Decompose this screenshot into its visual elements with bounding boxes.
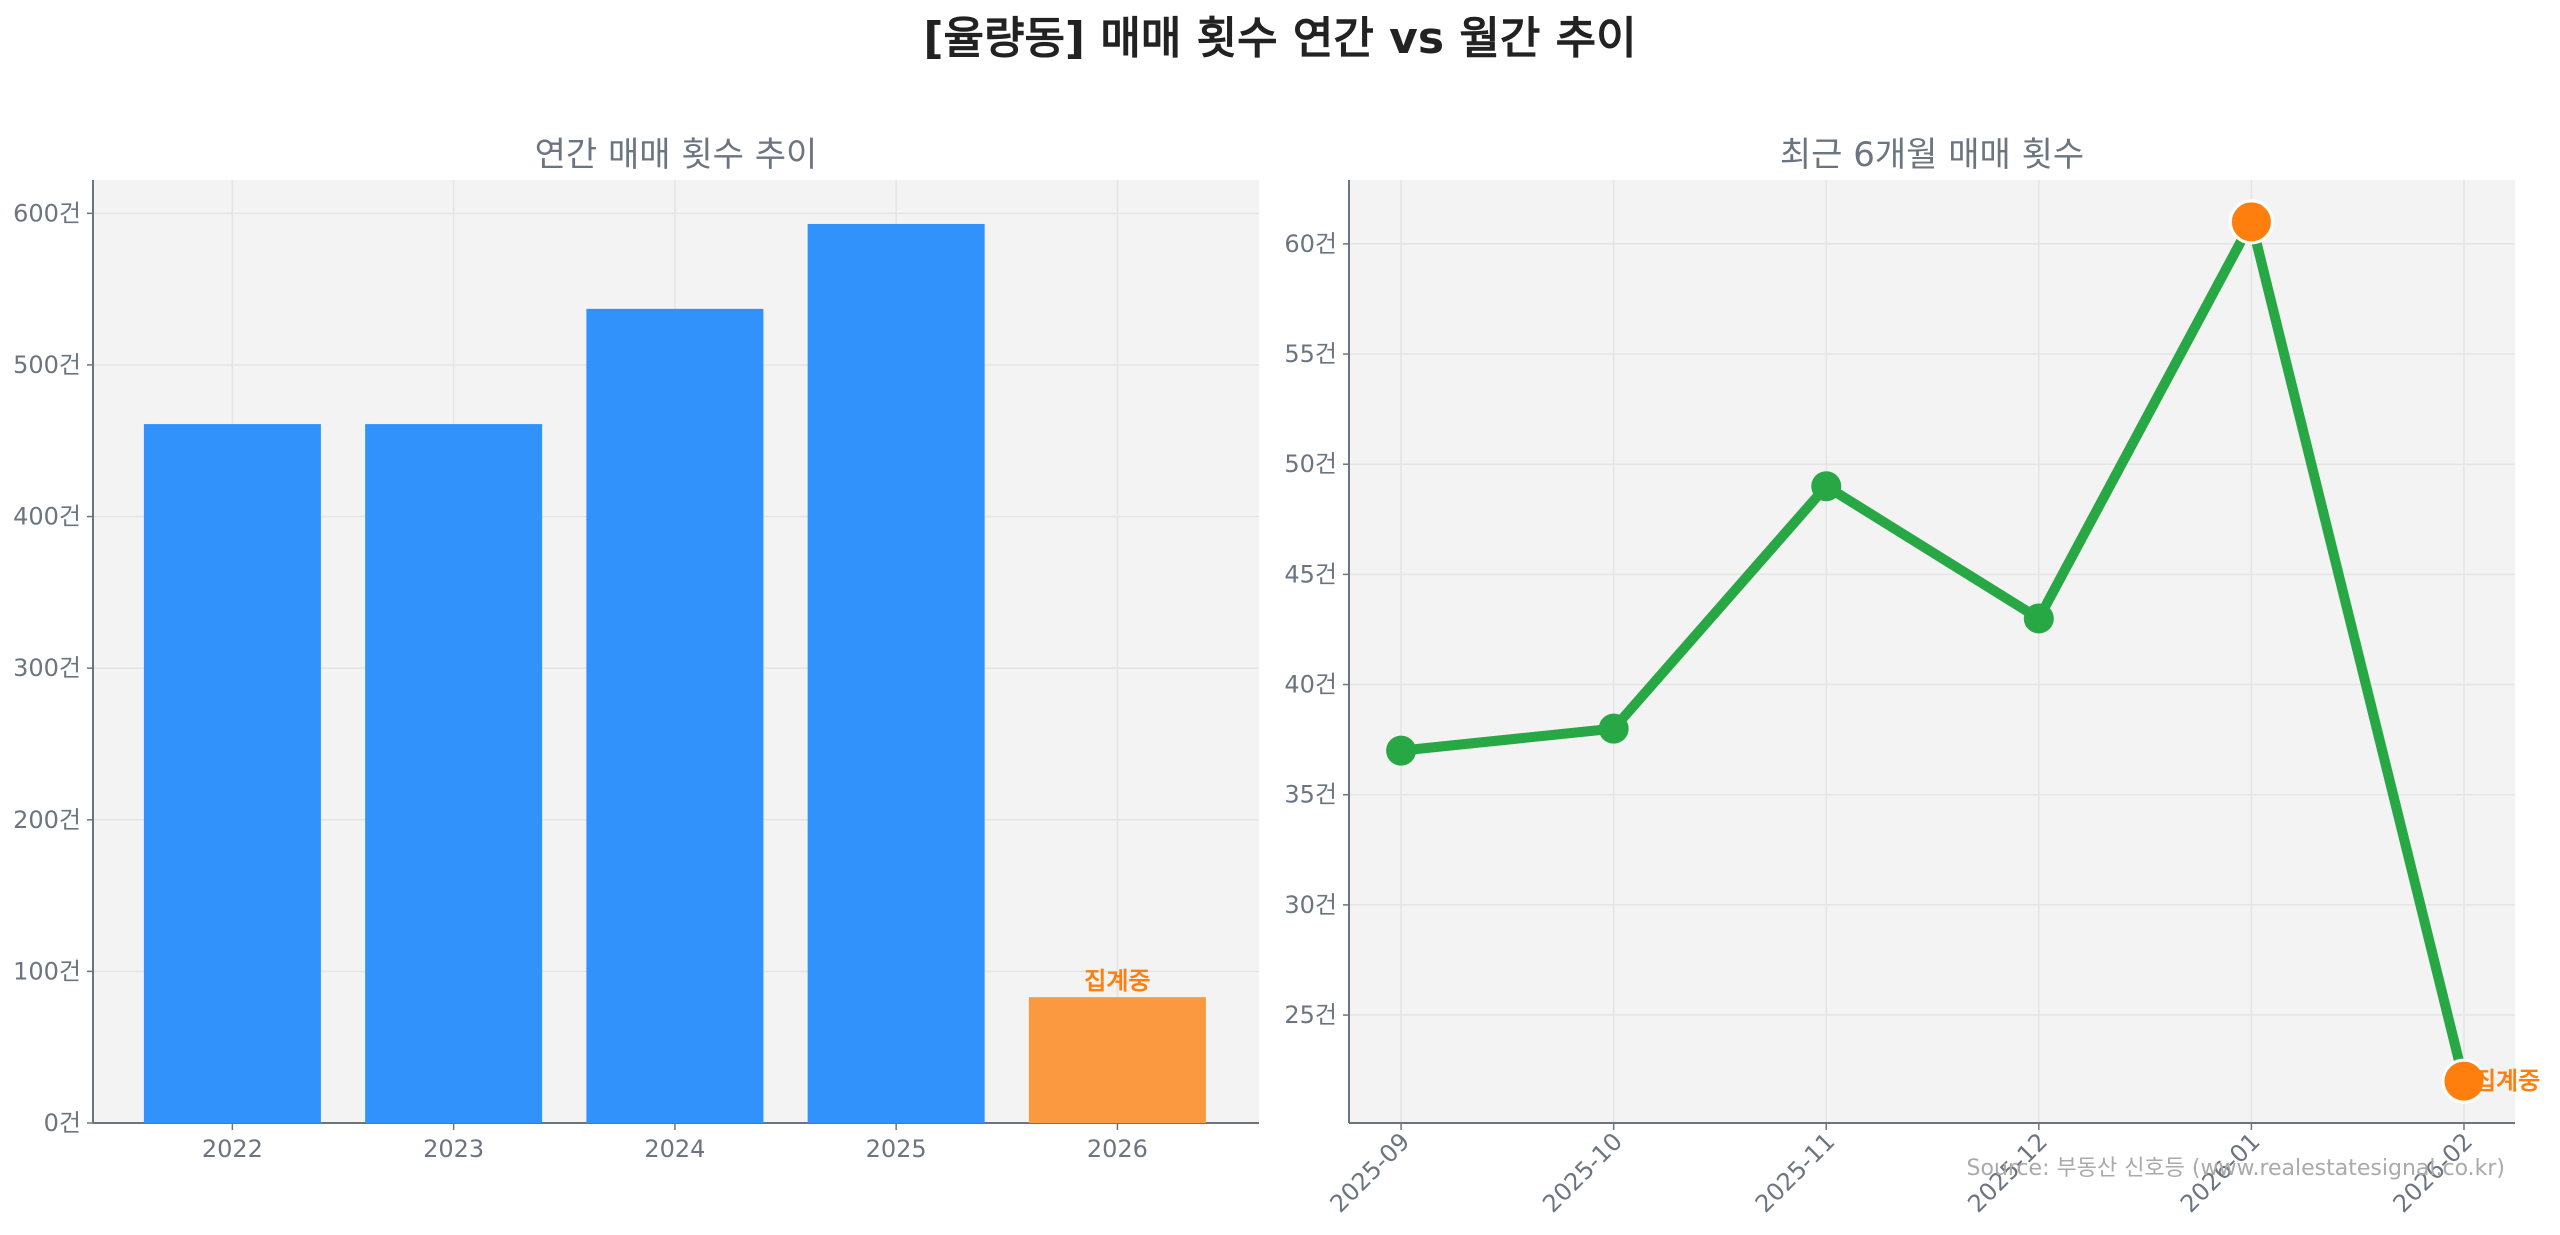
partial-label: 집계중 <box>2474 1067 2540 1095</box>
y-tick-label: 35건 <box>1284 781 1337 809</box>
x-tick-label: 2023 <box>423 1135 484 1163</box>
y-tick-label: 50건 <box>1284 450 1337 478</box>
x-tick-label: 2025-11 <box>1750 1127 1841 1218</box>
x-tick-label: 2025-09 <box>1325 1127 1416 1218</box>
bar-2023 <box>365 424 543 1124</box>
point-2025-11 <box>1811 471 1842 502</box>
y-tick-label: 40건 <box>1284 671 1337 699</box>
y-tick-label: 55건 <box>1284 340 1337 368</box>
y-tick-label: 500건 <box>13 351 81 379</box>
point-2025-09 <box>1386 735 1417 766</box>
y-tick-label: 300건 <box>13 654 81 682</box>
point-2026-01 <box>2228 199 2274 245</box>
y-tick-label: 400건 <box>13 503 81 531</box>
y-tick-label: 60건 <box>1284 230 1337 258</box>
annual-chart-title: 연간 매매 횟수 추이 <box>535 135 818 175</box>
x-tick-label: 2022 <box>202 1135 263 1163</box>
y-tick-label: 30건 <box>1284 891 1337 919</box>
monthly-line <box>1400 216 2469 1083</box>
bar-2024 <box>586 308 764 1123</box>
point-2025-10 <box>1598 713 1629 744</box>
bar-2022 <box>143 424 321 1124</box>
x-tick-label: 2025-10 <box>1537 1127 1628 1218</box>
x-tick-label: 2026 <box>1087 1135 1148 1163</box>
figure-title: [율량동] 매매 횟수 연간 vs 월간 추이 <box>923 13 1637 64</box>
x-tick-label: 2024 <box>644 1135 705 1163</box>
monthly-chart-title: 최근 6개월 매매 횟수 <box>1780 135 2084 175</box>
partial-label: 집계중 <box>1084 967 1150 995</box>
y-tick-label: 45건 <box>1284 560 1337 588</box>
x-tick-label: 2025 <box>866 1135 927 1163</box>
y-tick-label: 100건 <box>13 957 81 985</box>
monthly-chart-plot-area <box>1349 180 2515 1123</box>
bar-2026 <box>1028 997 1206 1123</box>
source-note: Source: 부동산 신호등 (www.realestatesignal.co… <box>1967 1156 2505 1181</box>
y-tick-label: 200건 <box>13 806 81 834</box>
y-tick-label: 0건 <box>44 1109 81 1137</box>
monthly-chart-axes: 25건 30건 35건 40건 45건 50건 55건 60건 2025-09 2025-10 20… <box>1284 135 2540 1218</box>
bar-2025 <box>807 223 985 1123</box>
point-2025-12 <box>2023 603 2054 634</box>
y-tick-label: 600건 <box>13 199 81 227</box>
y-tick-label: 25건 <box>1284 1001 1337 1029</box>
annual-chart-axes: 0건 100건 200건 300건 400건 500건 600건 2022 2023 2024 20… <box>13 135 1259 1163</box>
point-2026-02 <box>2441 1058 2487 1104</box>
